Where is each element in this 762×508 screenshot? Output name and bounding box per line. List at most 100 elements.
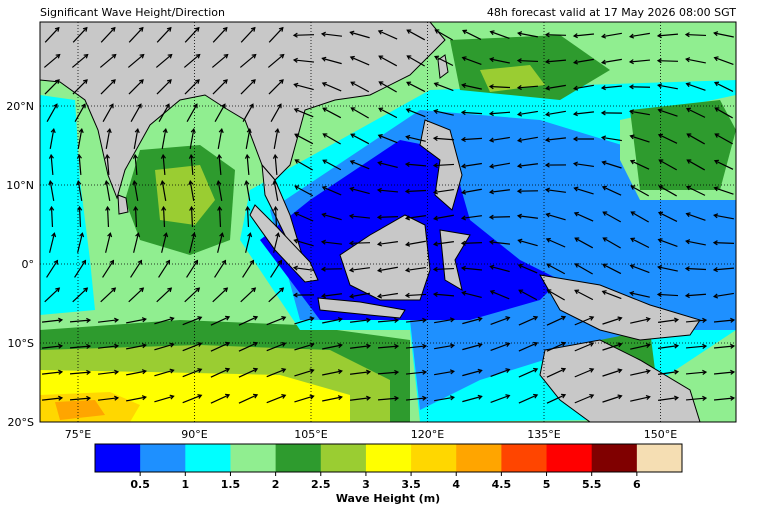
arrow-head <box>600 110 606 116</box>
arrow-shaft <box>713 345 735 349</box>
title: Significant Wave Height/Direction <box>40 6 225 19</box>
arrow-head <box>628 84 634 90</box>
arrow-head <box>141 343 147 349</box>
arrow-head <box>422 343 428 349</box>
arrow-shaft <box>714 133 734 145</box>
arrow-shaft <box>72 27 88 43</box>
arrow-shaft <box>46 103 58 123</box>
wave-zone <box>40 95 95 315</box>
arrow-shaft <box>323 133 341 145</box>
arrow-head <box>110 26 116 32</box>
colorbar-tick-label: 6 <box>633 478 641 491</box>
arrow-head <box>489 30 495 36</box>
arrow-head <box>349 55 355 61</box>
arrow-shaft <box>602 211 622 223</box>
arrow-head <box>645 342 651 349</box>
arrow-head <box>617 342 623 348</box>
arrow-shaft <box>69 371 91 375</box>
arrow-head <box>673 343 680 349</box>
arrow-shaft <box>546 213 566 221</box>
arrow-shaft <box>462 84 482 90</box>
arrow-head <box>132 153 138 159</box>
arrow-head <box>251 287 257 293</box>
arrow-head <box>50 128 56 134</box>
arrow-head <box>573 186 579 192</box>
land <box>339 214 431 301</box>
arrow-head <box>516 111 523 117</box>
arrow-shaft <box>322 396 342 402</box>
arrow-head <box>684 32 690 38</box>
arrow-head <box>422 369 428 375</box>
arrow-head <box>645 316 651 323</box>
arrow-shaft <box>713 267 735 271</box>
arrow-shaft <box>105 129 111 149</box>
arrow-head <box>657 83 663 89</box>
arrow-shaft <box>686 58 706 64</box>
arrow-shaft <box>162 206 166 228</box>
arrow-head <box>488 239 494 245</box>
colorbar-bin <box>140 444 186 472</box>
arrow-head <box>630 185 636 190</box>
arrow-shaft <box>686 240 706 246</box>
arrow-shaft <box>294 133 314 145</box>
arrow-head <box>505 394 511 400</box>
arrow-head <box>600 33 607 39</box>
arrow-shaft <box>602 161 622 169</box>
arrow-shaft <box>462 56 482 66</box>
arrow-head <box>218 128 224 134</box>
arrow-head <box>477 316 483 322</box>
arrow-head <box>191 232 197 238</box>
arrow-shaft <box>158 103 170 123</box>
arrow-shaft <box>657 293 679 297</box>
arrow-head <box>104 180 110 186</box>
arrow-head <box>685 82 691 88</box>
arrow-head <box>111 79 116 84</box>
arrow-shaft <box>105 181 111 201</box>
arrow-head <box>225 393 231 399</box>
arrow-head <box>309 394 315 400</box>
arrow-shaft <box>434 82 454 92</box>
arrow-head <box>702 343 708 349</box>
arrow-head <box>137 259 143 265</box>
arrow-head <box>81 259 87 265</box>
arrow-shaft <box>434 370 454 376</box>
arrow-shaft <box>602 263 622 275</box>
arrow-shaft <box>322 318 342 324</box>
arrow-head <box>322 159 328 165</box>
arrow-head <box>292 292 298 298</box>
arrow-head <box>320 266 326 272</box>
arrow-head <box>320 293 326 299</box>
arrow-head <box>221 103 226 109</box>
arrow-head <box>105 205 111 211</box>
arrow-head <box>712 293 719 299</box>
arrow-head <box>82 26 88 32</box>
arrow-head <box>404 215 411 221</box>
arrow-head <box>517 137 523 143</box>
arrow-shaft <box>462 215 482 219</box>
arrow-shaft <box>518 32 538 38</box>
arrow-shaft <box>78 206 82 228</box>
arrow-head <box>394 317 400 323</box>
arrow-head <box>86 369 92 375</box>
arrow-shaft <box>658 212 678 222</box>
arrow-shaft <box>218 154 222 176</box>
arrow-head <box>53 259 59 265</box>
arrow-shaft <box>350 187 370 195</box>
arrow-shaft <box>489 111 511 115</box>
arrow-shaft <box>434 241 454 245</box>
arrow-head <box>167 79 172 84</box>
colorbar-bin <box>636 444 683 472</box>
arrow-shaft <box>100 27 116 43</box>
arrow-head <box>141 317 147 323</box>
arrow-shaft <box>294 395 314 403</box>
arrow-shaft <box>97 371 119 375</box>
arrow-shaft <box>162 154 166 176</box>
arrow-shaft <box>434 344 454 350</box>
arrow-shaft <box>434 318 454 324</box>
arrow-head <box>114 369 120 375</box>
arrow-head <box>273 205 279 211</box>
arrow-shaft <box>490 189 510 193</box>
arrow-head <box>251 53 257 59</box>
colorbar-tick-label: 2.5 <box>311 478 331 491</box>
arrow-shaft <box>602 186 622 196</box>
